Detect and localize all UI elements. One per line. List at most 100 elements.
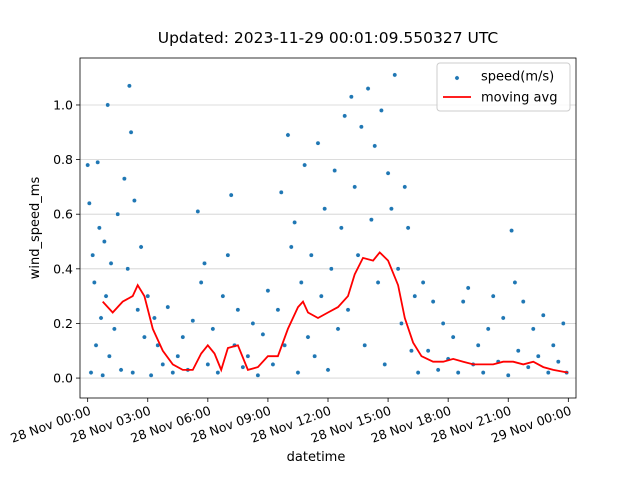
scatter-point [425, 348, 431, 354]
scatter-point [500, 315, 506, 321]
scatter-point [86, 200, 92, 206]
scatter-point [412, 293, 418, 299]
y-tick-label: 0.0 [53, 371, 73, 386]
scatter-point [405, 225, 411, 231]
scatter-point [298, 280, 304, 285]
scatter-point [520, 299, 526, 305]
scatter-point [480, 370, 486, 376]
moving-average-line [102, 251, 569, 374]
scatter-point [111, 326, 117, 332]
scatter-point [91, 280, 97, 285]
scatter-point [141, 334, 147, 340]
scatter-point [515, 348, 521, 354]
scatter-point [145, 293, 151, 299]
scatter-point [121, 176, 127, 182]
scatter-point [362, 342, 368, 348]
scatter-point [385, 170, 391, 176]
scatter-point [295, 370, 301, 376]
scatter-point [512, 280, 518, 285]
scatter-point [535, 353, 541, 359]
scatter-point [372, 143, 378, 149]
scatter-point [285, 132, 291, 138]
legend-swatch [454, 75, 460, 81]
scatter-point [85, 162, 91, 168]
scatter-point [118, 367, 124, 373]
scatter-point [305, 334, 311, 340]
scatter-point [225, 252, 231, 258]
scatter-point [465, 285, 471, 291]
scatter-point [106, 353, 112, 359]
scatter-point [175, 353, 181, 359]
scatter-point [335, 326, 341, 332]
scatter-point [260, 331, 266, 337]
scatter-point [395, 266, 401, 272]
scatter-point [378, 107, 384, 113]
scatter-point [530, 326, 536, 332]
scatter-point [135, 307, 141, 313]
scatter-point [312, 353, 318, 359]
scatter-point [98, 315, 104, 321]
scatter-point [288, 244, 294, 250]
scatter-point [255, 372, 261, 378]
scatter-point [392, 72, 398, 78]
scatter-point [105, 102, 111, 108]
scatter-point [100, 372, 106, 378]
scatter-point [108, 260, 114, 266]
legend-label: speed(m/s) [481, 70, 554, 85]
scatter-point [275, 307, 281, 313]
scatter-point [485, 326, 491, 332]
scatter-point [315, 140, 321, 146]
scatter-point [455, 370, 461, 376]
scatter-point [325, 367, 331, 373]
scatter-point [270, 361, 276, 367]
scatter-point [368, 217, 374, 223]
scatter-point [408, 348, 414, 354]
plot-frame [79, 57, 577, 399]
scatter-point [138, 244, 144, 250]
scatter-point [240, 364, 246, 370]
scatter-point [440, 320, 446, 326]
scatter-point [505, 372, 511, 378]
x-axis-label: datetime [287, 450, 346, 465]
scatter-point [358, 124, 364, 130]
scatter-point [355, 252, 361, 258]
scatter-point [348, 94, 354, 100]
scatter-point [460, 299, 466, 305]
scatter-point [202, 260, 207, 266]
scatter-point [95, 159, 101, 165]
scatter-point [415, 370, 421, 376]
scatter-point [170, 370, 176, 376]
scatter-point [560, 320, 566, 326]
scatter-point [302, 162, 308, 168]
y-tick-label: 0.8 [53, 152, 73, 167]
scatter-point [435, 367, 441, 373]
scatter-point [398, 320, 404, 326]
scatter-point [450, 334, 456, 340]
scatter-point [345, 307, 351, 313]
scatter-point [352, 184, 358, 190]
scatter-point [130, 370, 136, 376]
scatter-point [490, 293, 496, 299]
scatter-point [475, 342, 481, 348]
scatter-point [148, 372, 154, 378]
y-tick-label: 0.6 [53, 207, 73, 222]
scatter-point [228, 192, 234, 198]
y-tick-label: 0.2 [53, 316, 73, 331]
scatter-point [375, 280, 381, 285]
scatter-point [151, 315, 157, 321]
legend-box [436, 62, 571, 112]
scatter-point [250, 320, 256, 326]
scatter-point [235, 307, 241, 313]
scatter-point [338, 225, 344, 231]
scatter-point [131, 198, 137, 204]
scatter-point [430, 299, 436, 305]
scatter-point [88, 370, 94, 376]
scatter-point [220, 293, 226, 299]
scatter-point [382, 361, 388, 367]
chart-title: Updated: 2023-11-29 00:01:09.550327 UTC [158, 29, 499, 47]
scatter-point [160, 361, 166, 367]
scatter-point [322, 206, 328, 212]
scatter-point [210, 326, 216, 332]
